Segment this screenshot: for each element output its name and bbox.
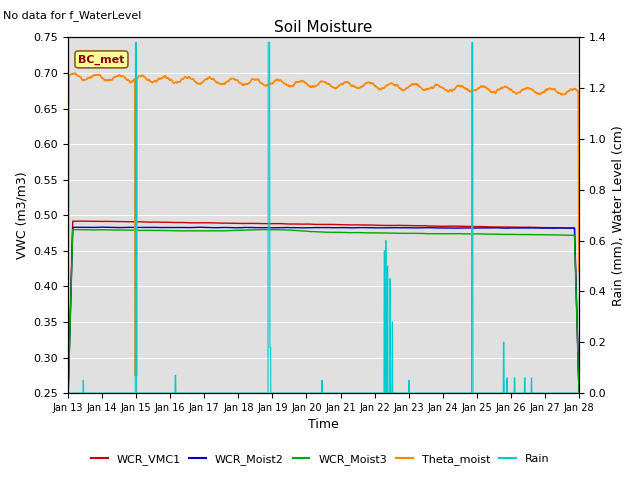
WCR_Moist3 [530, 232, 538, 238]
WCR_VMC1 [338, 222, 346, 228]
WCR_Moist2 [575, 388, 583, 394]
WCR_VMC1 [472, 224, 479, 229]
Rain [575, 390, 583, 396]
WCR_Moist3 [545, 232, 552, 238]
WCR_Moist2 [545, 225, 552, 231]
Theta_moist [339, 82, 346, 87]
Rain [338, 390, 346, 396]
Line: Theta_moist: Theta_moist [68, 73, 579, 375]
Line: WCR_Moist2: WCR_Moist2 [68, 227, 579, 399]
Legend: WCR_VMC1, WCR_Moist2, WCR_Moist3, Theta_moist, Rain: WCR_VMC1, WCR_Moist2, WCR_Moist3, Theta_… [86, 450, 554, 469]
Theta_moist [349, 83, 357, 89]
WCR_Moist2 [99, 224, 106, 230]
Title: Soil Moisture: Soil Moisture [275, 20, 372, 35]
WCR_Moist3 [64, 397, 72, 403]
Theta_moist [545, 86, 552, 92]
WCR_Moist2 [207, 225, 214, 230]
Rain [545, 390, 552, 396]
WCR_Moist2 [530, 225, 538, 231]
Rain [530, 390, 538, 396]
Rain [64, 390, 72, 396]
Rain [132, 39, 140, 45]
WCR_Moist2 [472, 225, 479, 231]
WCR_Moist3 [349, 230, 357, 236]
Theta_moist [575, 269, 583, 275]
Theta_moist [207, 76, 215, 82]
WCR_VMC1 [78, 218, 86, 224]
WCR_Moist2 [349, 225, 357, 230]
Rain [349, 390, 357, 396]
WCR_VMC1 [575, 388, 583, 394]
Theta_moist [531, 88, 538, 94]
Theta_moist [472, 88, 480, 94]
WCR_Moist3 [70, 227, 78, 232]
WCR_VMC1 [530, 225, 538, 230]
Theta_moist [131, 372, 139, 378]
WCR_VMC1 [349, 222, 357, 228]
Line: Rain: Rain [68, 42, 579, 393]
WCR_Moist2 [64, 396, 72, 402]
Line: WCR_Moist3: WCR_Moist3 [68, 229, 579, 400]
WCR_Moist2 [338, 225, 346, 230]
Theta_moist [64, 321, 72, 327]
Rain [207, 390, 214, 396]
X-axis label: Time: Time [308, 419, 339, 432]
WCR_Moist3 [207, 228, 214, 234]
WCR_VMC1 [545, 225, 552, 230]
WCR_Moist3 [575, 392, 583, 397]
WCR_VMC1 [64, 393, 72, 399]
WCR_VMC1 [207, 220, 214, 226]
Y-axis label: Rain (mm), Water Level (cm): Rain (mm), Water Level (cm) [612, 125, 625, 306]
Theta_moist [71, 70, 79, 76]
Rain [472, 390, 479, 396]
Line: WCR_VMC1: WCR_VMC1 [68, 221, 579, 396]
Text: No data for f_WaterLevel: No data for f_WaterLevel [3, 10, 141, 21]
Text: BC_met: BC_met [78, 54, 125, 64]
Y-axis label: VWC (m3/m3): VWC (m3/m3) [15, 171, 28, 259]
WCR_Moist3 [472, 231, 479, 237]
WCR_Moist3 [338, 229, 346, 235]
